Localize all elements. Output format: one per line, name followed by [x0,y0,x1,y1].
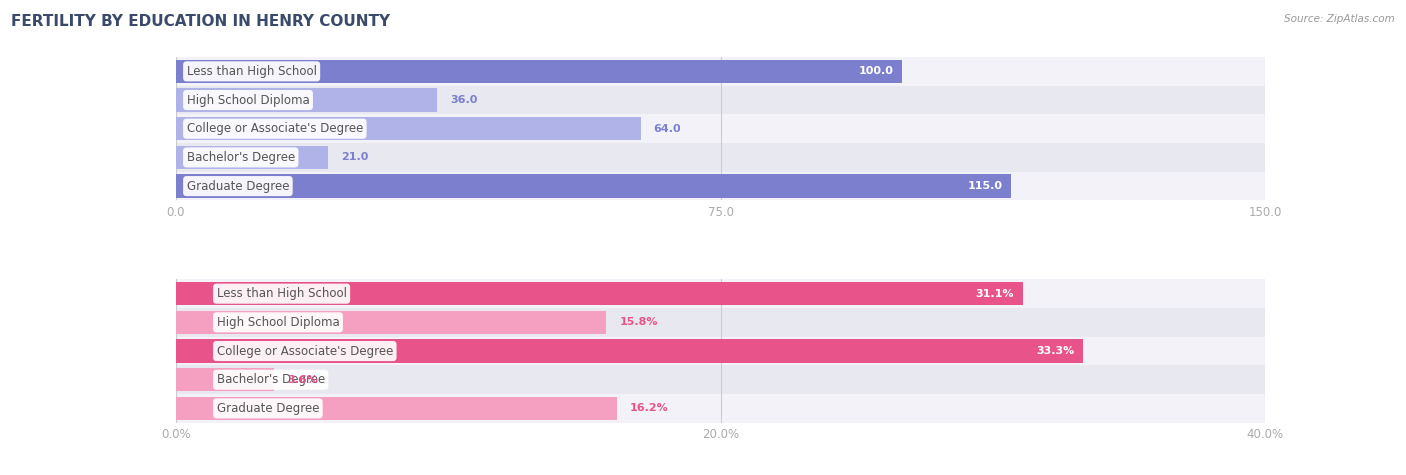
Bar [176,397,617,420]
Text: College or Associate's Degree: College or Associate's Degree [217,344,394,358]
Bar [176,174,1011,198]
Text: Bachelor's Degree: Bachelor's Degree [217,373,325,386]
Bar [176,339,1083,363]
Text: 16.2%: 16.2% [630,403,669,413]
Text: 33.3%: 33.3% [1036,346,1074,356]
Bar [176,311,606,334]
Text: Bachelor's Degree: Bachelor's Degree [187,151,295,164]
Text: 36.0: 36.0 [450,95,478,105]
Text: 115.0: 115.0 [967,181,1002,191]
Bar [176,337,1265,365]
Text: 64.0: 64.0 [654,124,682,134]
Bar [176,86,1265,114]
Text: Graduate Degree: Graduate Degree [187,180,290,192]
Text: 3.6%: 3.6% [287,375,318,385]
Bar [176,172,1265,200]
Bar [176,365,1265,394]
Text: 31.1%: 31.1% [976,289,1014,299]
Text: Less than High School: Less than High School [217,287,347,300]
Bar [176,308,1265,337]
Text: High School Diploma: High School Diploma [217,316,339,329]
Text: Source: ZipAtlas.com: Source: ZipAtlas.com [1284,14,1395,24]
Text: Graduate Degree: Graduate Degree [217,402,319,415]
Bar [176,143,1265,172]
Text: Less than High School: Less than High School [187,65,316,78]
Text: High School Diploma: High School Diploma [187,94,309,106]
Text: 100.0: 100.0 [859,66,893,76]
Bar [176,394,1265,423]
Bar [176,88,437,112]
Bar [176,146,329,169]
Bar [176,114,1265,143]
Bar [176,368,274,391]
Bar [176,59,903,83]
Bar [176,57,1265,86]
Text: College or Associate's Degree: College or Associate's Degree [187,122,363,135]
Bar [176,117,641,141]
Text: 21.0: 21.0 [342,152,368,162]
Text: 15.8%: 15.8% [619,317,658,327]
Text: FERTILITY BY EDUCATION IN HENRY COUNTY: FERTILITY BY EDUCATION IN HENRY COUNTY [11,14,391,29]
Bar [176,282,1024,305]
Bar [176,279,1265,308]
